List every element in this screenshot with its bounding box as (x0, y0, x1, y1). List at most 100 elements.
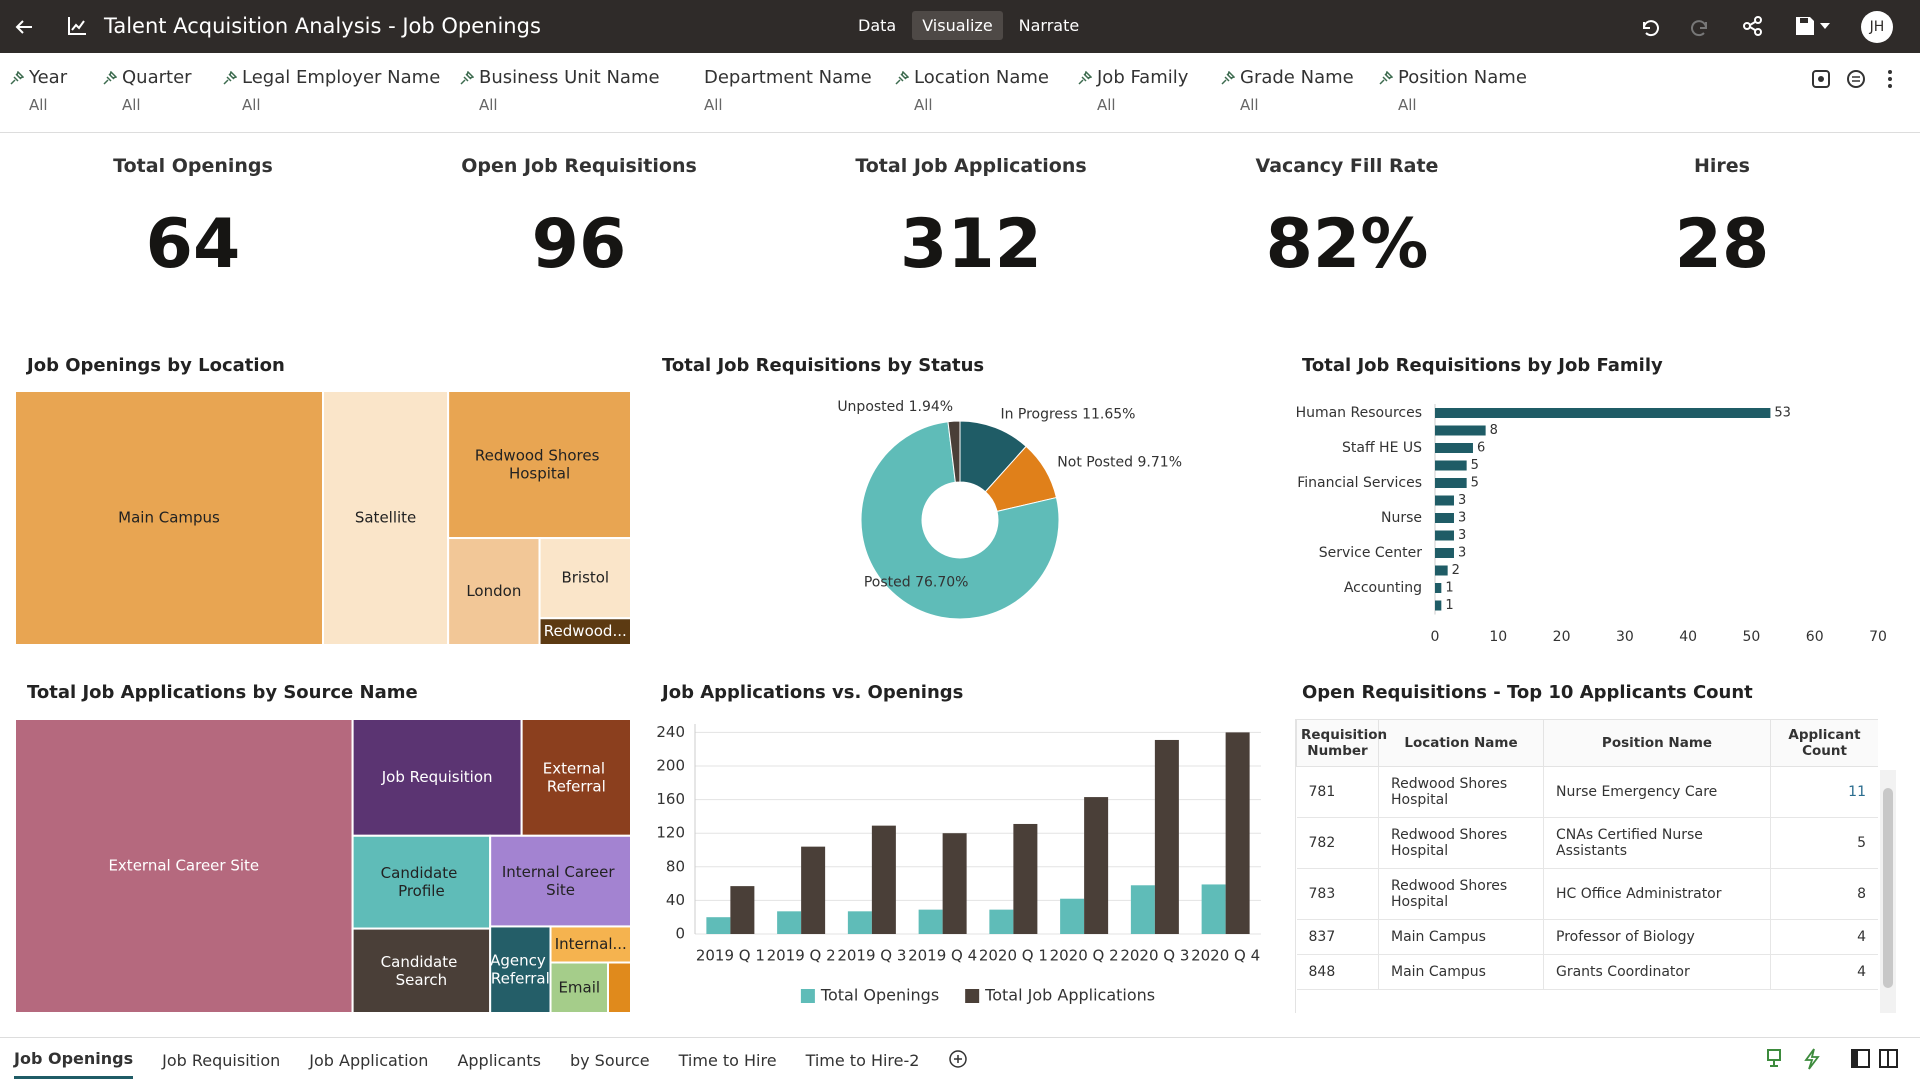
canvas-tabs: Job Openings Job Requisition Job Applicati… (0, 1037, 1920, 1080)
table-row[interactable]: 782 Redwood Shores Hospital CNAs Certified… (1296, 817, 1878, 869)
treemap-tile (351, 718, 523, 837)
treemap-tile (520, 718, 633, 837)
table-row[interactable]: 781 Redwood Shores Hospital Nurse Emergenc… (1296, 766, 1878, 818)
filter[interactable]: Grade Name All (1221, 67, 1354, 114)
canvas-tab[interactable]: Job Application (309, 1050, 429, 1070)
filter-name: Quarter (122, 67, 192, 88)
share-button[interactable] (1742, 15, 1764, 37)
canvas-tab[interactable]: by Source (569, 1050, 650, 1070)
canvas-tab[interactable]: Time to Hire-2 (805, 1050, 920, 1070)
table-cell: 783 (1296, 868, 1379, 920)
x-tick-label: 2020 Q 2 (1050, 947, 1119, 965)
filter-name: Year (29, 67, 68, 88)
pin-icon (10, 70, 24, 85)
filter-name: Business Unit Name (479, 67, 660, 88)
mode-tab[interactable]: Data (858, 16, 897, 35)
present-icon (1767, 1049, 1781, 1067)
bar (1435, 478, 1467, 488)
add-canvas-button[interactable] (948, 1049, 968, 1069)
filter-bar-tools[interactable] (1810, 68, 1910, 92)
pie-slice (860, 421, 1060, 620)
table-scrollbar[interactable] (1880, 770, 1896, 1013)
y-tick-label: 160 (656, 790, 685, 808)
y-tick-label: 80 (666, 857, 685, 875)
table-row[interactable]: 848 Main Campus Grants Coordinator 4 (1296, 954, 1878, 990)
kpi-tile: Hires 28 (1522, 155, 1920, 279)
filter[interactable]: Job Family All (1078, 67, 1188, 114)
tile-label: Email (558, 978, 600, 996)
table-cell: Main Campus (1378, 919, 1544, 955)
pin-shape (10, 70, 24, 85)
user-avatar[interactable]: JH (1861, 11, 1893, 43)
value-label: 53 (1774, 406, 1791, 421)
slice-value: 11.65% (1082, 406, 1135, 422)
mode-tab[interactable]: Visualize (912, 11, 1003, 40)
table-cell: HC Office Administrator (1543, 868, 1771, 920)
canvas-tab[interactable]: Job Openings (14, 1039, 134, 1079)
value-label: 3 (1458, 546, 1466, 561)
x-tick-label: 50 (1743, 629, 1761, 645)
redo-button[interactable] (1690, 16, 1712, 38)
pin-icon (895, 70, 909, 85)
treemap-tile (14, 718, 354, 1014)
table-row[interactable]: 783 Redwood Shores Hospital HC Office Admi… (1296, 868, 1878, 920)
value-label: 5 (1471, 458, 1479, 473)
plus-sign (954, 1055, 963, 1063)
table-cell: Redwood Shores Hospital (1378, 766, 1544, 818)
filter-name-row: Business Unit Name (460, 67, 660, 88)
pin-icon (103, 70, 117, 85)
chart-title: Job Openings by Location (25, 355, 285, 376)
filter-value: All (704, 96, 723, 114)
treemap-tile (538, 537, 632, 620)
tile-label: London (466, 582, 521, 600)
column-header[interactable]: Requisition Number (1296, 719, 1387, 767)
kpi-tile: Vacancy Fill Rate 82% (1147, 155, 1547, 279)
table-row[interactable]: 837 Main Campus Professor of Biology 4 (1296, 919, 1878, 955)
mode-tab[interactable]: Narrate (1018, 16, 1080, 35)
bar (1130, 885, 1155, 934)
value-label: 5 (1471, 476, 1479, 491)
filter[interactable]: Year All (10, 67, 67, 114)
filter[interactable]: Position Name All (1379, 67, 1527, 114)
table: Requisition Number Location Name Position … (1296, 719, 1878, 990)
bar (777, 911, 802, 934)
canvas-tab[interactable]: Job Requisition (162, 1050, 281, 1070)
legend-label: Total Openings (820, 986, 939, 1005)
slice-name: Not Posted (1057, 455, 1133, 471)
undo-button[interactable] (1638, 16, 1660, 38)
back-button[interactable] (12, 15, 36, 39)
x-tick-label: 2019 Q 4 (908, 947, 977, 965)
tile-label: Redwood Shores Hospital (475, 446, 604, 482)
tile-label: Candidate Profile (381, 864, 462, 900)
filter-name-row: Job Family (1078, 67, 1188, 88)
filter[interactable]: Legal Employer Name All (223, 67, 440, 114)
requisitions-table: Requisition Number Location Name Position … (1295, 719, 1878, 1013)
filter[interactable]: Business Unit Name All (460, 67, 660, 114)
treemap-tile (607, 961, 633, 1015)
scroll-thumb[interactable] (1883, 788, 1893, 988)
tile-label: Main Campus (118, 509, 220, 527)
column-header[interactable]: Applicant Count (1770, 719, 1878, 767)
filter-name: Grade Name (1240, 67, 1354, 88)
filter[interactable]: Location Name All (895, 67, 1049, 114)
column-header[interactable]: Location Name (1378, 719, 1544, 767)
bar (1435, 425, 1486, 436)
panel-icon-pane (1887, 1050, 1889, 1067)
filter-value: All (479, 96, 498, 114)
filter[interactable]: Quarter All (103, 67, 192, 114)
pin-shape (460, 70, 474, 85)
canvas-tab[interactable]: Applicants (457, 1050, 541, 1070)
filter-name: Legal Employer Name (242, 67, 441, 88)
y-tick-label: 240 (656, 723, 685, 741)
value-label: 3 (1458, 493, 1466, 508)
save-button[interactable] (1794, 15, 1834, 37)
bar (1201, 884, 1226, 934)
canvas-tab[interactable]: Time to Hire (678, 1050, 777, 1070)
filter-name-row: Department Name (685, 67, 872, 88)
bottom-tools[interactable] (1760, 1047, 1900, 1071)
filter[interactable]: Department Name All (685, 67, 872, 114)
column-header[interactable]: Position Name (1543, 719, 1771, 767)
filter-name-row: Grade Name (1221, 67, 1354, 88)
kpi-label: Vacancy Fill Rate (1255, 155, 1439, 177)
